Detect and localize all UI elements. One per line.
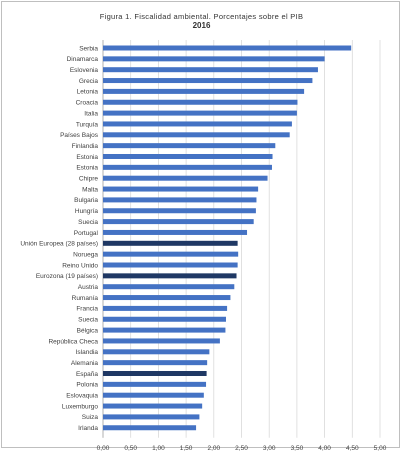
y-tick-label: Suecia bbox=[78, 219, 98, 226]
y-tick-label: Países Bajos bbox=[60, 132, 99, 139]
bar bbox=[103, 197, 257, 203]
bar bbox=[103, 208, 256, 214]
x-tick-label: 1,00 bbox=[152, 445, 165, 452]
bar bbox=[103, 316, 226, 322]
y-tick-label: Malta bbox=[82, 186, 98, 193]
y-tick-label: Alemania bbox=[71, 360, 98, 367]
bar bbox=[103, 338, 220, 344]
x-tick-label: 4,00 bbox=[318, 445, 331, 452]
y-tick-label: Irlanda bbox=[78, 425, 98, 432]
bar bbox=[103, 56, 325, 62]
bar bbox=[103, 425, 197, 431]
bar bbox=[103, 143, 276, 149]
bar bbox=[103, 327, 226, 333]
bar bbox=[103, 381, 207, 387]
y-tick-label: Italia bbox=[84, 110, 98, 117]
bar bbox=[103, 219, 254, 225]
bar bbox=[103, 110, 297, 116]
bar bbox=[103, 175, 268, 181]
x-tick-label: 0,50 bbox=[124, 445, 137, 452]
y-tick-label: Serbia bbox=[79, 45, 98, 52]
y-tick-label: Rumanía bbox=[72, 295, 99, 302]
bar bbox=[103, 240, 238, 246]
y-tick-label: Unión Europea (28 países) bbox=[20, 241, 98, 248]
y-tick-label: Portugal bbox=[74, 230, 99, 237]
x-tick-label: 2,00 bbox=[207, 445, 220, 452]
y-tick-label: España bbox=[76, 371, 98, 378]
bar bbox=[103, 284, 235, 290]
y-tick-label: Suiza bbox=[82, 414, 99, 421]
y-tick-label: Eslovaquia bbox=[66, 393, 98, 400]
y-tick-label: Bulgaria bbox=[74, 197, 98, 204]
y-tick-label: Finlandia bbox=[72, 143, 99, 150]
bar bbox=[103, 229, 248, 235]
y-tick-label: Turquía bbox=[76, 121, 99, 128]
bar bbox=[103, 403, 203, 409]
bar bbox=[103, 186, 259, 192]
y-tick-label: Bélgica bbox=[77, 327, 99, 334]
bar bbox=[103, 273, 237, 279]
x-tick-label: 2,50 bbox=[235, 445, 248, 452]
bar bbox=[103, 88, 305, 94]
bar bbox=[103, 371, 207, 376]
bar bbox=[103, 262, 238, 268]
y-tick-label: Luxemburgo bbox=[62, 403, 99, 410]
bar bbox=[103, 99, 298, 105]
bar bbox=[103, 67, 318, 73]
bar bbox=[103, 349, 210, 355]
bar bbox=[103, 45, 352, 51]
y-tick-label: Estonia bbox=[76, 154, 98, 161]
x-tick-label: 3,50 bbox=[291, 445, 304, 452]
bar bbox=[103, 392, 204, 398]
bar bbox=[103, 295, 231, 301]
y-tick-label: Noruega bbox=[73, 251, 98, 258]
y-tick-label: Estonia bbox=[76, 165, 98, 172]
x-tick-label: 3,00 bbox=[263, 445, 276, 452]
y-tick-label: República Checa bbox=[48, 338, 98, 345]
y-tick-label: Islandia bbox=[76, 349, 99, 356]
bar bbox=[103, 305, 228, 311]
chart-title: Figura 1. Fiscalidad ambiental. Porcenta… bbox=[99, 12, 304, 21]
y-tick-label: Grecia bbox=[79, 78, 99, 85]
y-tick-label: Suecia bbox=[78, 317, 98, 324]
bar bbox=[103, 414, 200, 420]
bar bbox=[103, 132, 290, 138]
x-tick-label: 0,00 bbox=[97, 445, 110, 452]
y-tick-label: Austria bbox=[78, 284, 99, 291]
y-tick-label: Eslovenia bbox=[70, 67, 99, 74]
y-tick-label: Polonia bbox=[76, 382, 98, 389]
y-tick-label: Francia bbox=[76, 306, 98, 313]
bar bbox=[103, 154, 273, 159]
y-tick-label: Eurozona (19 países) bbox=[36, 273, 98, 280]
bar bbox=[103, 78, 313, 84]
y-tick-label: Dinamarca bbox=[67, 56, 99, 63]
bar bbox=[103, 251, 239, 257]
y-tick-label: Reino Unido bbox=[62, 262, 98, 269]
y-tick-label: Hungría bbox=[75, 208, 99, 215]
y-tick-label: Croacia bbox=[76, 100, 99, 107]
bar bbox=[103, 121, 292, 127]
bar bbox=[103, 360, 208, 366]
y-tick-label: Letonia bbox=[77, 89, 99, 96]
x-tick-label: 5,00 bbox=[374, 445, 387, 452]
x-tick-label: 4,50 bbox=[346, 445, 359, 452]
y-tick-label: Chipre bbox=[79, 176, 99, 183]
bar bbox=[103, 164, 272, 170]
x-tick-label: 1,50 bbox=[180, 445, 193, 452]
chart-subtitle: 2016 bbox=[192, 21, 211, 30]
